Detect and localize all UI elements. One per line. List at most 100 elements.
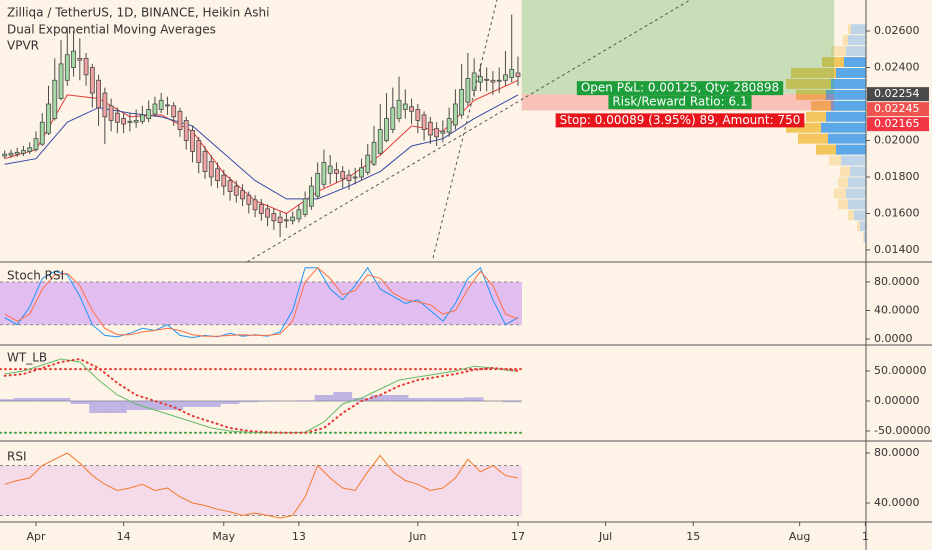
histogram-bar	[239, 400, 259, 403]
histogram-bar	[427, 397, 446, 401]
y-tick-label: 0.02600	[874, 24, 920, 37]
price-label: 0.02245	[874, 102, 920, 115]
vpvr-up	[850, 166, 866, 177]
line-series	[4, 358, 518, 434]
histogram-bar	[370, 394, 390, 401]
histogram-bar	[201, 400, 221, 407]
candle-body	[283, 219, 289, 222]
vpvr-up	[854, 210, 866, 221]
y-tick-label: 80.0000	[874, 275, 920, 288]
pane-title: RSI	[7, 450, 27, 464]
target-zone	[521, 0, 835, 95]
vpvr-down	[822, 57, 844, 68]
candle-body	[39, 121, 45, 145]
candle-body	[71, 50, 76, 68]
vpvr-up	[831, 100, 866, 111]
histogram-bar	[51, 397, 71, 401]
overlay-layer: 0.01400 0.01600 0.01800 0.02000 0.02400 0.026…	[26, 24, 930, 543]
histogram-bar	[408, 397, 428, 401]
candle-body	[152, 103, 158, 115]
vpvr-up	[821, 122, 866, 133]
position-label: Stop: 0.00089 (3.95%) 89, Amount: 750	[560, 113, 801, 127]
candle-body	[177, 110, 183, 130]
x-tick-label: 17	[511, 530, 525, 543]
pane-title: Stoch RSI	[7, 269, 64, 283]
position-label-bg	[555, 113, 805, 128]
candle-body	[21, 150, 26, 154]
candle-body	[277, 216, 283, 223]
histogram-bar	[164, 400, 184, 410]
candle-body	[421, 114, 427, 130]
vpvr-up	[841, 155, 866, 166]
y-tick-label: 0.01400	[874, 243, 920, 256]
candle-body	[77, 57, 83, 61]
line-series	[3, 357, 519, 434]
candle-body	[108, 105, 114, 121]
candle-body	[352, 176, 358, 179]
candle-body	[102, 92, 108, 118]
histogram-bar	[464, 397, 484, 401]
candle-body	[183, 120, 189, 141]
candle-body	[365, 154, 371, 173]
candle-body	[490, 79, 496, 83]
y-tick-label: 40.0000	[874, 303, 920, 316]
candle-body	[27, 147, 33, 152]
vpvr-up	[826, 111, 866, 122]
candle-body	[252, 199, 258, 211]
candle-body	[346, 174, 352, 182]
position-label: Open P&L: 0.00125, Qty: 280898	[581, 81, 779, 95]
y-tick-label: 0.00000	[874, 394, 920, 407]
x-tick-label: Jul	[598, 530, 612, 543]
vpvr-down	[791, 68, 836, 78]
candle-body	[121, 118, 127, 125]
vpvr-down	[840, 166, 850, 177]
x-tick-label: 13	[292, 530, 306, 543]
vpvr-up	[826, 89, 866, 100]
price-label-bg	[867, 87, 929, 102]
candle-body	[371, 141, 377, 165]
histogram-bar	[32, 397, 52, 401]
vpvr-down	[816, 144, 836, 155]
candle-body	[427, 121, 433, 136]
candle-body	[196, 140, 202, 163]
y-tick-label: 0.02000	[874, 133, 920, 146]
vpvr-down	[811, 100, 831, 111]
candle-body	[496, 79, 502, 82]
histogram-bar	[14, 397, 33, 401]
candle-body	[258, 203, 264, 214]
candle-body	[165, 104, 170, 107]
candle-body	[215, 168, 220, 182]
candle-body	[240, 190, 245, 200]
histogram-bar	[183, 400, 202, 407]
candle-body	[265, 208, 270, 218]
histogram-bar	[107, 400, 127, 413]
vpvr-up	[844, 57, 866, 68]
candle-body	[171, 105, 177, 118]
trend-line	[246, 0, 691, 263]
candle-body	[478, 76, 483, 83]
candle-body	[46, 103, 51, 134]
x-tick-label: 1	[862, 530, 869, 543]
candle-body	[158, 99, 164, 110]
candle-body	[471, 72, 477, 91]
candle-body	[340, 171, 346, 180]
histogram-bar	[0, 399, 15, 401]
price-label-bg	[867, 102, 929, 117]
x-tick-label: 15	[686, 530, 700, 543]
vpvr-up	[860, 221, 866, 232]
band	[0, 465, 522, 516]
vpvr-up	[828, 133, 866, 144]
candle-body	[434, 128, 439, 138]
position-label-bg	[576, 81, 784, 96]
y-tick-label: 0.0000	[874, 332, 913, 345]
candle-body	[127, 120, 133, 123]
histogram-bar	[220, 400, 240, 404]
candle-body	[14, 151, 20, 155]
candle-body	[315, 172, 321, 197]
y-tick-label: 50.00000	[874, 364, 927, 377]
candle-body	[8, 152, 14, 156]
line-series	[4, 94, 519, 200]
vpvr-down	[831, 46, 846, 57]
vpvr-up	[836, 68, 866, 78]
